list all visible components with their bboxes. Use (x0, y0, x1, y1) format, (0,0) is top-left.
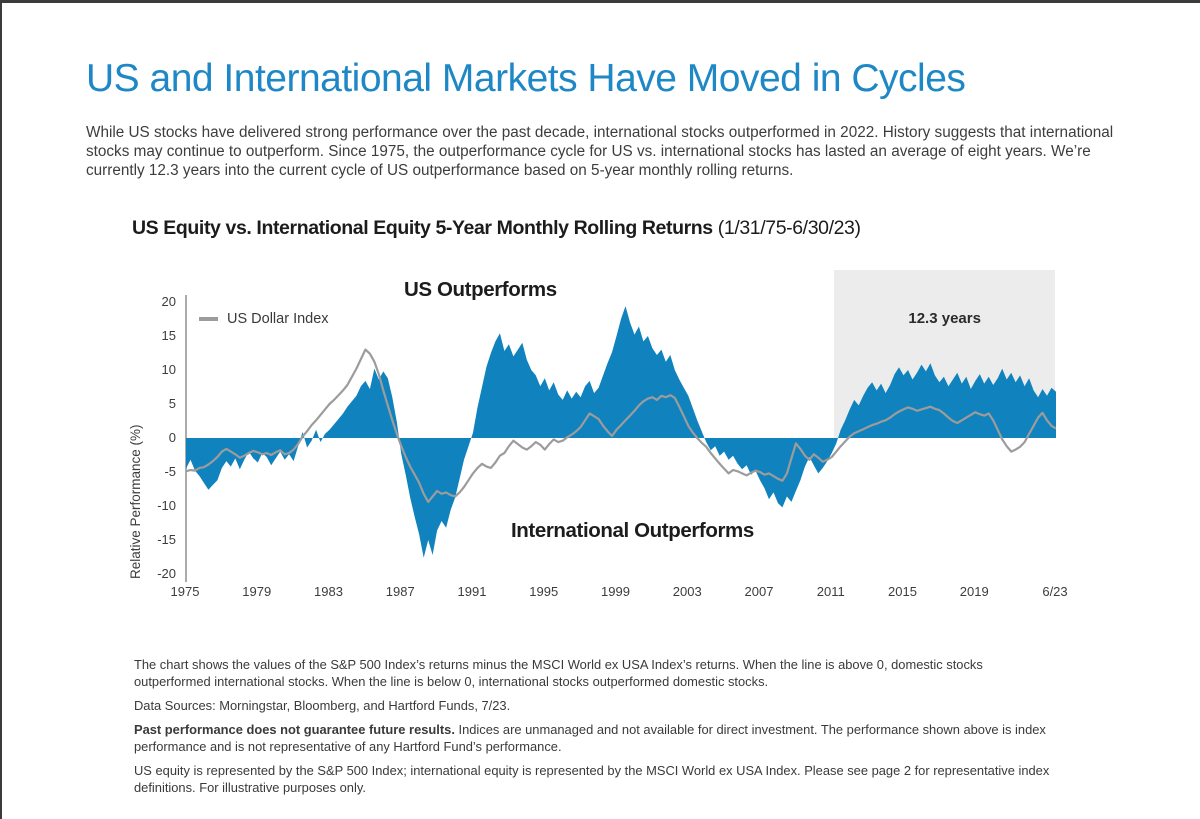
footnote-paragraph: Past performance does not guarantee futu… (134, 722, 1046, 754)
y-tick-label: -10 (157, 497, 176, 513)
intro-paragraph: While US stocks have delivered strong pe… (86, 124, 1114, 179)
y-tick-label: -15 (157, 531, 176, 547)
x-tick-label: 1999 (601, 584, 630, 599)
x-tick-label: 1991 (457, 584, 487, 599)
chart-title-date-range: (1/31/75-6/30/23) (717, 217, 861, 239)
footnotes: The chart shows the values of the S&P 50… (134, 656, 1050, 803)
x-tick-label: 1979 (242, 584, 272, 599)
y-tick-label: 5 (168, 395, 176, 411)
x-tick-label: 2007 (744, 584, 774, 599)
us-dollar-index-legend-swatch (199, 317, 218, 321)
footnote-bold-lead: Past performance does not guarantee futu… (134, 722, 455, 737)
y-tick-label: 20 (161, 293, 176, 309)
x-tick-label: 1995 (529, 584, 559, 599)
x-tick-label: 6/23 (1042, 584, 1068, 599)
y-tick-label: -5 (164, 463, 176, 479)
y-tick-label: -20 (157, 565, 176, 581)
x-tick-label: 1983 (314, 584, 343, 599)
footnote-paragraph: Data Sources: Morningstar, Bloomberg, an… (134, 698, 511, 713)
y-tick-label: 15 (161, 327, 176, 343)
us-dollar-index-line-series (186, 348, 1056, 503)
international-outperforms-label: International Outperforms (511, 519, 754, 542)
us-outperforms-label: US Outperforms (404, 278, 557, 301)
chart-title: US Equity vs. International Equity 5-Yea… (132, 217, 861, 240)
us-dollar-index-legend-label: US Dollar Index (227, 311, 329, 327)
x-tick-label: 2019 (959, 584, 989, 599)
plot-canvas (186, 306, 1056, 558)
relative-performance-area-series (186, 306, 1056, 558)
chart-title-main: US Equity vs. International Equity 5-Yea… (132, 217, 713, 239)
x-tick-label: 2011 (816, 584, 845, 599)
y-tick-label: 0 (168, 429, 176, 445)
footnote-paragraph: The chart shows the values of the S&P 50… (134, 657, 983, 689)
highlight-region-label: 12.3 years (908, 310, 981, 327)
y-tick-label: 10 (161, 361, 176, 377)
legend: US Dollar Index (199, 311, 329, 327)
footnote-paragraph: US equity is represented by the S&P 500 … (134, 763, 1050, 795)
x-tick-label: 1975 (170, 584, 200, 599)
x-tick-label: 1987 (385, 584, 415, 599)
x-tick-label: 2015 (888, 584, 917, 599)
page-title: US and International Markets Have Moved … (86, 57, 966, 100)
x-tick-label: 2003 (672, 584, 702, 599)
